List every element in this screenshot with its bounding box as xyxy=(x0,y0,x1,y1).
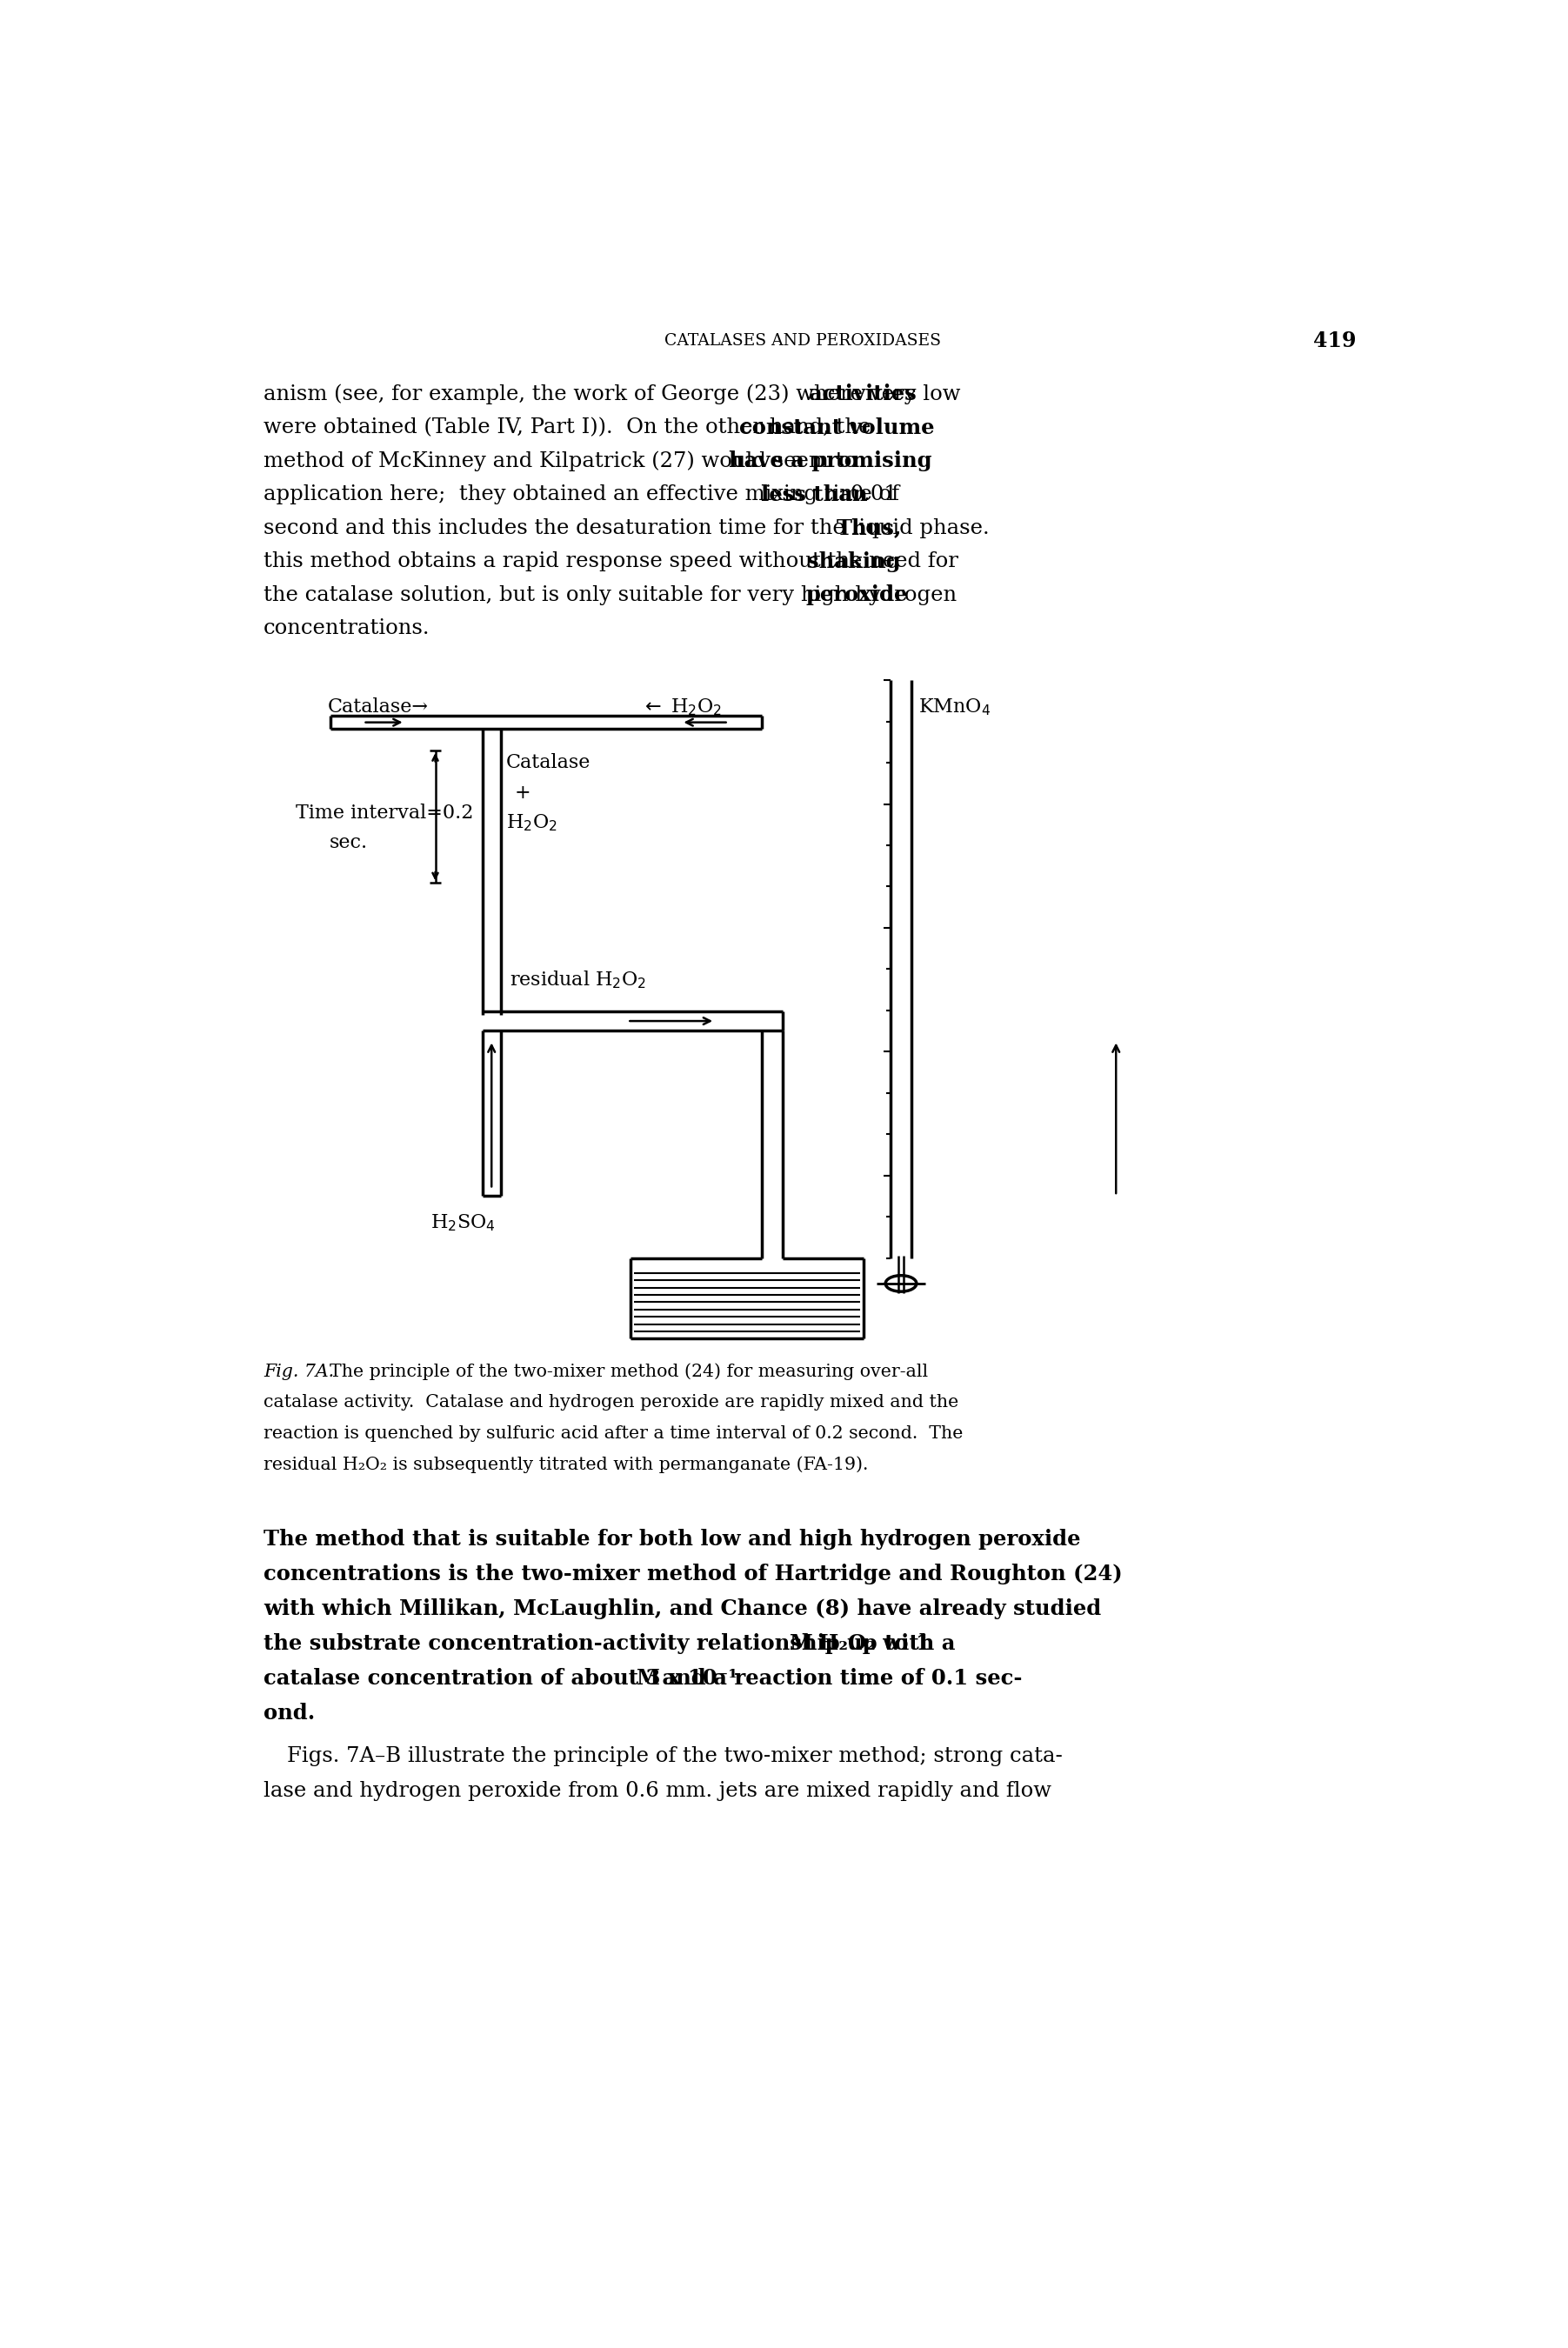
Text: concentrations.: concentrations. xyxy=(263,618,430,639)
Text: sec.: sec. xyxy=(329,834,368,852)
Text: catalase activity.  Catalase and hydrogen peroxide are rapidly mixed and the: catalase activity. Catalase and hydrogen… xyxy=(263,1395,958,1411)
Text: +: + xyxy=(514,784,530,803)
Text: $\leftarrow$ H$_2$O$_2$: $\leftarrow$ H$_2$O$_2$ xyxy=(641,697,721,716)
Text: 419: 419 xyxy=(1314,331,1356,352)
Text: M: M xyxy=(637,1667,660,1688)
Text: Catalase: Catalase xyxy=(506,754,591,772)
Text: anism (see, for example, the work of George (23) where very low: anism (see, for example, the work of Geo… xyxy=(263,385,967,404)
Text: Fig. 7A.: Fig. 7A. xyxy=(263,1364,334,1381)
Text: H$_2$O$_2$: H$_2$O$_2$ xyxy=(506,812,557,834)
Text: second and this includes the desaturation time for the liquid phase.: second and this includes the desaturatio… xyxy=(263,519,1002,538)
Text: Time interval=0.2: Time interval=0.2 xyxy=(296,803,474,822)
Text: method of McKinney and Kilpatrick (27) would seem to: method of McKinney and Kilpatrick (27) w… xyxy=(263,451,864,472)
Text: peroxide: peroxide xyxy=(806,585,908,606)
Text: The method that is suitable for both low and high hydrogen peroxide: The method that is suitable for both low… xyxy=(263,1529,1080,1550)
Text: the substrate concentration-activity relationship up to 1: the substrate concentration-activity rel… xyxy=(263,1634,942,1655)
Text: The principle of the two-mixer method (24) for measuring over-all: The principle of the two-mixer method (2… xyxy=(318,1364,928,1381)
Text: with which Millikan, McLaughlin, and Chance (8) have already studied: with which Millikan, McLaughlin, and Cha… xyxy=(263,1599,1101,1620)
Text: application here;  they obtained an effective mixing time of: application here; they obtained an effec… xyxy=(263,484,906,505)
Text: KMnO$_4$: KMnO$_4$ xyxy=(919,697,991,716)
Text: Figs. 7A–B illustrate the principle of the two-mixer method; strong cata-: Figs. 7A–B illustrate the principle of t… xyxy=(287,1747,1063,1766)
Text: less than: less than xyxy=(762,484,867,505)
Text: reaction is quenched by sulfuric acid after a time interval of 0.2 second.  The: reaction is quenched by sulfuric acid af… xyxy=(263,1425,963,1442)
Text: the catalase solution, but is only suitable for very high hydrogen: the catalase solution, but is only suita… xyxy=(263,585,963,606)
Text: activities: activities xyxy=(809,383,916,404)
Text: Catalase→: Catalase→ xyxy=(328,697,428,716)
Text: catalase concentration of about 3 x 10⁻¹: catalase concentration of about 3 x 10⁻¹ xyxy=(263,1667,745,1688)
Text: shaking: shaking xyxy=(808,552,900,573)
Text: M: M xyxy=(789,1634,812,1655)
Text: Thus,: Thus, xyxy=(836,519,902,538)
Text: concentrations is the two-mixer method of Hartridge and Roughton (24): concentrations is the two-mixer method o… xyxy=(263,1564,1123,1585)
Text: residual H₂O₂ is subsequently titrated with permanganate (FA-19).: residual H₂O₂ is subsequently titrated w… xyxy=(263,1456,869,1472)
Text: have a promising: have a promising xyxy=(729,451,931,472)
Text: ond.: ond. xyxy=(263,1702,315,1723)
Text: 0.01: 0.01 xyxy=(844,484,898,505)
Text: H$_2$SO$_4$: H$_2$SO$_4$ xyxy=(431,1212,495,1233)
Text: were obtained (Table IV, Part I)).  On the other hand, the: were obtained (Table IV, Part I)). On th… xyxy=(263,418,878,437)
Text: lase and hydrogen peroxide from 0.6 mm. jets are mixed rapidly and flow: lase and hydrogen peroxide from 0.6 mm. … xyxy=(263,1782,1051,1801)
Text: residual H$_2$O$_2$: residual H$_2$O$_2$ xyxy=(510,970,646,991)
Text: H₂O₂ with a: H₂O₂ with a xyxy=(808,1634,955,1655)
Text: CATALASES AND PEROXIDASES: CATALASES AND PEROXIDASES xyxy=(665,333,941,348)
Text: constant volume: constant volume xyxy=(740,418,935,439)
Text: and a reaction time of 0.1 sec-: and a reaction time of 0.1 sec- xyxy=(654,1667,1022,1688)
Text: this method obtains a rapid response speed without the need for: this method obtains a rapid response spe… xyxy=(263,552,964,571)
